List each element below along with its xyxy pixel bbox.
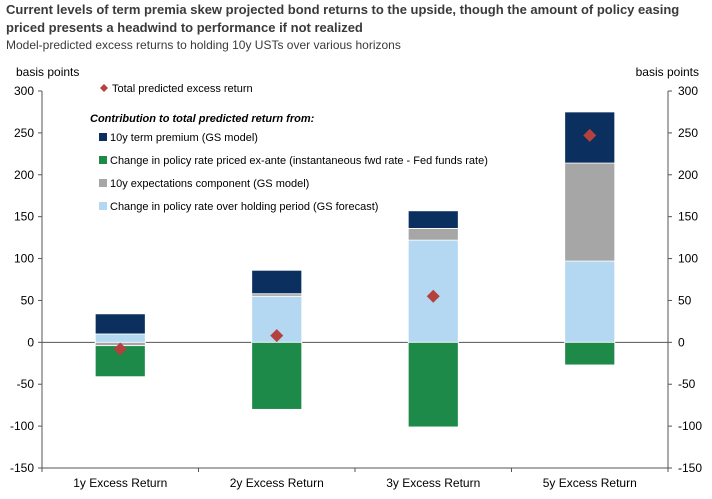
legend-label: 10y term premium (GS model): [110, 132, 258, 144]
y-tick-label-left: -50: [17, 377, 35, 391]
y-tick-label-left: 250: [14, 126, 34, 140]
bar-segment: [251, 341, 303, 410]
y-tick-label-left: 50: [21, 293, 35, 307]
y-tick-label-right: 100: [678, 252, 698, 266]
x-tick-label: 3y Excess Return: [386, 476, 480, 490]
bar-segment: [564, 341, 616, 366]
x-tick-label: 1y Excess Return: [73, 476, 167, 490]
y-tick-label-right: -150: [678, 461, 702, 475]
legend-label: Change in policy rate priced ex-ante (in…: [110, 155, 488, 167]
legend-heading: Contribution to total predicted return f…: [90, 113, 315, 125]
bar-segment: [407, 341, 459, 428]
y-axis-label-left: basis points: [16, 65, 79, 79]
y-tick-label-right: 0: [678, 335, 685, 349]
total-marker: [113, 342, 127, 356]
y-tick-label-right: -50: [678, 377, 696, 391]
y-axis-label-right: basis points: [636, 65, 699, 79]
legend-swatch: [99, 179, 107, 187]
y-tick-label-left: 300: [14, 84, 34, 98]
x-tick-label: 2y Excess Return: [230, 476, 324, 490]
bar-segment: [251, 269, 303, 295]
y-tick-label-left: 150: [14, 210, 34, 224]
legend-swatch: [99, 156, 107, 164]
bar-segment: [564, 260, 616, 343]
legend-swatch: [99, 133, 107, 141]
total-marker: [270, 329, 284, 343]
bar-segment: [94, 313, 146, 335]
bar-segment: [407, 227, 459, 241]
total-marker: [583, 128, 597, 142]
y-tick-label-right: 200: [678, 168, 698, 182]
y-tick-label-right: -100: [678, 419, 702, 433]
bar-segment: [94, 333, 146, 343]
chart-title: Current levels of term premia skew proje…: [6, 2, 680, 35]
y-tick-label-left: -100: [10, 419, 34, 433]
y-tick-label-left: 100: [14, 252, 34, 266]
legend-label: Change in policy rate over holding perio…: [110, 201, 378, 213]
legend-swatch: [99, 202, 107, 210]
total-marker: [426, 289, 440, 303]
legend-marker-swatch: [100, 84, 108, 92]
y-tick-label-right: 150: [678, 210, 698, 224]
chart-subtitle: Model-predicted excess returns to holdin…: [6, 38, 401, 52]
bar-segment: [564, 162, 616, 262]
bar-segment: [407, 210, 459, 229]
y-tick-label-left: -150: [10, 461, 34, 475]
y-tick-label-right: 250: [678, 126, 698, 140]
y-tick-label-right: 300: [678, 84, 698, 98]
y-tick-label-left: 0: [27, 335, 34, 349]
legend-label: 10y expectations component (GS model): [110, 178, 309, 190]
y-tick-label-right: 50: [678, 293, 692, 307]
x-tick-label: 5y Excess Return: [543, 476, 637, 490]
legend-marker-label: Total predicted excess return: [112, 83, 253, 95]
y-tick-label-left: 200: [14, 168, 34, 182]
